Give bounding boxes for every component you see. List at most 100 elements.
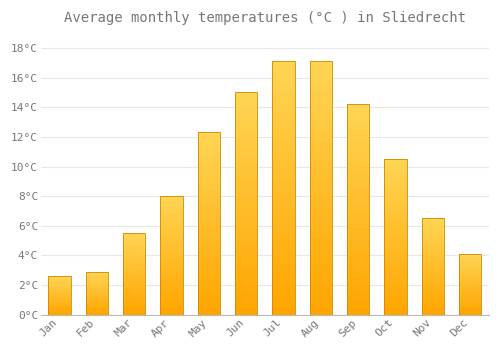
- Bar: [459, 307, 481, 308]
- Bar: [347, 119, 370, 121]
- Bar: [235, 293, 258, 295]
- Bar: [123, 250, 146, 251]
- Bar: [123, 247, 146, 248]
- Bar: [272, 218, 295, 221]
- Bar: [422, 250, 444, 251]
- Bar: [272, 153, 295, 155]
- Bar: [422, 241, 444, 243]
- Bar: [422, 275, 444, 276]
- Bar: [235, 224, 258, 226]
- Bar: [198, 231, 220, 233]
- Bar: [235, 210, 258, 212]
- Bar: [272, 160, 295, 163]
- Bar: [459, 302, 481, 303]
- Bar: [86, 304, 108, 305]
- Bar: [160, 196, 183, 315]
- Bar: [384, 194, 407, 195]
- Bar: [347, 165, 370, 167]
- Bar: [384, 302, 407, 304]
- Bar: [123, 314, 146, 315]
- Bar: [422, 307, 444, 308]
- Bar: [310, 208, 332, 211]
- Bar: [198, 313, 220, 315]
- Bar: [422, 279, 444, 280]
- Bar: [235, 153, 258, 155]
- Bar: [384, 296, 407, 297]
- Bar: [198, 247, 220, 249]
- Bar: [123, 268, 146, 269]
- Bar: [422, 249, 444, 250]
- Bar: [347, 159, 370, 161]
- Bar: [384, 175, 407, 176]
- Bar: [384, 293, 407, 294]
- Bar: [235, 117, 258, 119]
- Bar: [272, 186, 295, 188]
- Bar: [347, 191, 370, 193]
- Bar: [198, 269, 220, 271]
- Bar: [160, 298, 183, 299]
- Bar: [310, 277, 332, 279]
- Bar: [272, 79, 295, 82]
- Bar: [459, 295, 481, 296]
- Bar: [384, 222, 407, 223]
- Bar: [235, 248, 258, 250]
- Bar: [384, 195, 407, 196]
- Bar: [198, 136, 220, 138]
- Bar: [422, 225, 444, 226]
- Bar: [235, 159, 258, 161]
- Bar: [422, 219, 444, 220]
- Bar: [310, 181, 332, 183]
- Bar: [123, 293, 146, 294]
- Bar: [235, 286, 258, 288]
- Bar: [422, 258, 444, 259]
- Bar: [272, 201, 295, 203]
- Bar: [310, 125, 332, 127]
- Bar: [272, 61, 295, 64]
- Bar: [86, 299, 108, 300]
- Bar: [459, 272, 481, 273]
- Bar: [123, 260, 146, 261]
- Bar: [235, 148, 258, 150]
- Bar: [123, 271, 146, 272]
- Bar: [235, 301, 258, 303]
- Bar: [422, 274, 444, 275]
- Bar: [235, 170, 258, 173]
- Bar: [198, 306, 220, 307]
- Bar: [198, 298, 220, 300]
- Bar: [347, 140, 370, 142]
- Bar: [123, 279, 146, 280]
- Bar: [48, 295, 71, 296]
- Bar: [86, 305, 108, 306]
- Bar: [347, 212, 370, 214]
- Bar: [160, 252, 183, 253]
- Bar: [310, 84, 332, 87]
- Bar: [347, 163, 370, 165]
- Bar: [347, 125, 370, 127]
- Bar: [235, 268, 258, 270]
- Bar: [160, 264, 183, 265]
- Bar: [310, 206, 332, 208]
- Bar: [422, 226, 444, 227]
- Bar: [160, 293, 183, 295]
- Bar: [459, 280, 481, 281]
- Bar: [422, 264, 444, 265]
- Bar: [86, 283, 108, 284]
- Bar: [347, 224, 370, 226]
- Bar: [347, 199, 370, 201]
- Bar: [384, 287, 407, 288]
- Bar: [160, 278, 183, 279]
- Bar: [198, 167, 220, 169]
- Bar: [235, 181, 258, 184]
- Bar: [272, 193, 295, 196]
- Bar: [160, 238, 183, 239]
- Bar: [198, 253, 220, 254]
- Bar: [347, 226, 370, 229]
- Bar: [123, 277, 146, 278]
- Bar: [272, 214, 295, 216]
- Bar: [272, 234, 295, 236]
- Bar: [160, 273, 183, 274]
- Bar: [198, 229, 220, 231]
- Bar: [310, 147, 332, 150]
- Bar: [272, 163, 295, 165]
- Bar: [160, 289, 183, 290]
